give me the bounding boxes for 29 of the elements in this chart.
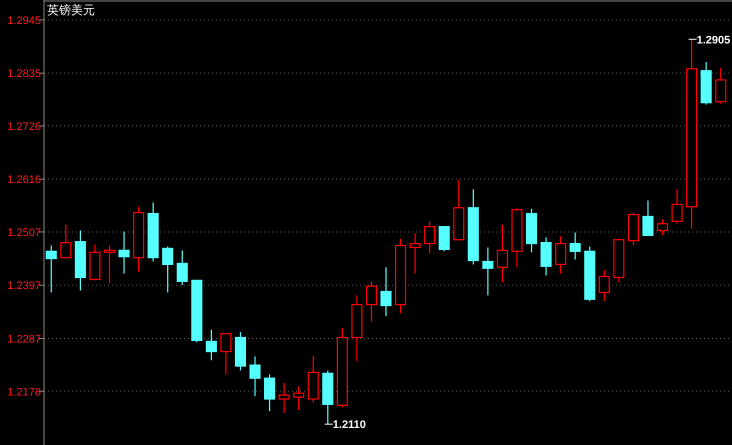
candlestick [278, 382, 290, 414]
candlestick [162, 246, 174, 294]
candlestick [118, 230, 130, 274]
candlestick [351, 294, 362, 362]
candlestick [468, 188, 479, 265]
y-tick-label: 1.2835 [7, 68, 41, 80]
candlestick [176, 250, 188, 286]
y-tick-label: 1.2178 [7, 386, 41, 398]
candlestick [46, 244, 57, 294]
y-tick-label: 1.2507 [7, 226, 41, 239]
candlestick [570, 232, 581, 260]
annotation: 1.2905 [696, 34, 730, 46]
candlestick [424, 220, 436, 254]
y-tick-label: 1.2616 [7, 174, 41, 186]
y-tick-label: 1.2726 [7, 120, 41, 133]
candlestick [308, 356, 319, 403]
y-tick-label: 1.2945 [7, 14, 41, 27]
candlestick [686, 38, 698, 230]
annotation: 1.2110 [332, 419, 366, 432]
candlestick [74, 230, 86, 292]
candlestick [598, 270, 610, 302]
candlestick [380, 266, 392, 317]
chart-title: 英镑美元 [47, 3, 95, 17]
y-tick-label: 1.2397 [7, 280, 41, 292]
candlestick [410, 232, 421, 274]
candlestick [482, 246, 494, 296]
candlestick [293, 386, 304, 411]
candlestick [496, 224, 508, 283]
y-tick-label: 1.2287 [7, 333, 41, 346]
